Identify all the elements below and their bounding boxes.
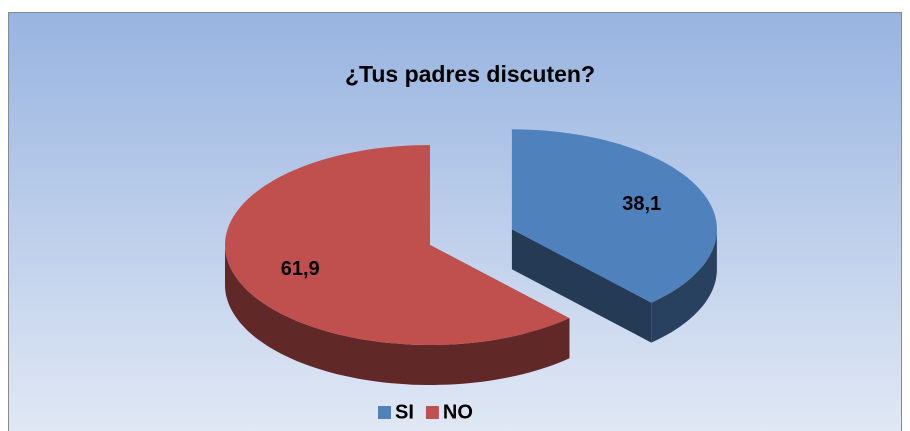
slice: [511, 129, 717, 303]
data-label: 61,9: [281, 258, 320, 280]
slice-side: [511, 229, 652, 343]
legend-swatch: [378, 406, 391, 419]
chart-title: ¿Tus padres discuten?: [345, 61, 595, 87]
legend-label: SI: [395, 401, 414, 423]
slice-side: [225, 245, 570, 385]
slice-side: [651, 229, 717, 343]
slice: [225, 145, 570, 345]
legend-label: NO: [443, 401, 473, 423]
legend-swatch: [425, 406, 439, 419]
data-label: 38,1: [622, 193, 661, 215]
